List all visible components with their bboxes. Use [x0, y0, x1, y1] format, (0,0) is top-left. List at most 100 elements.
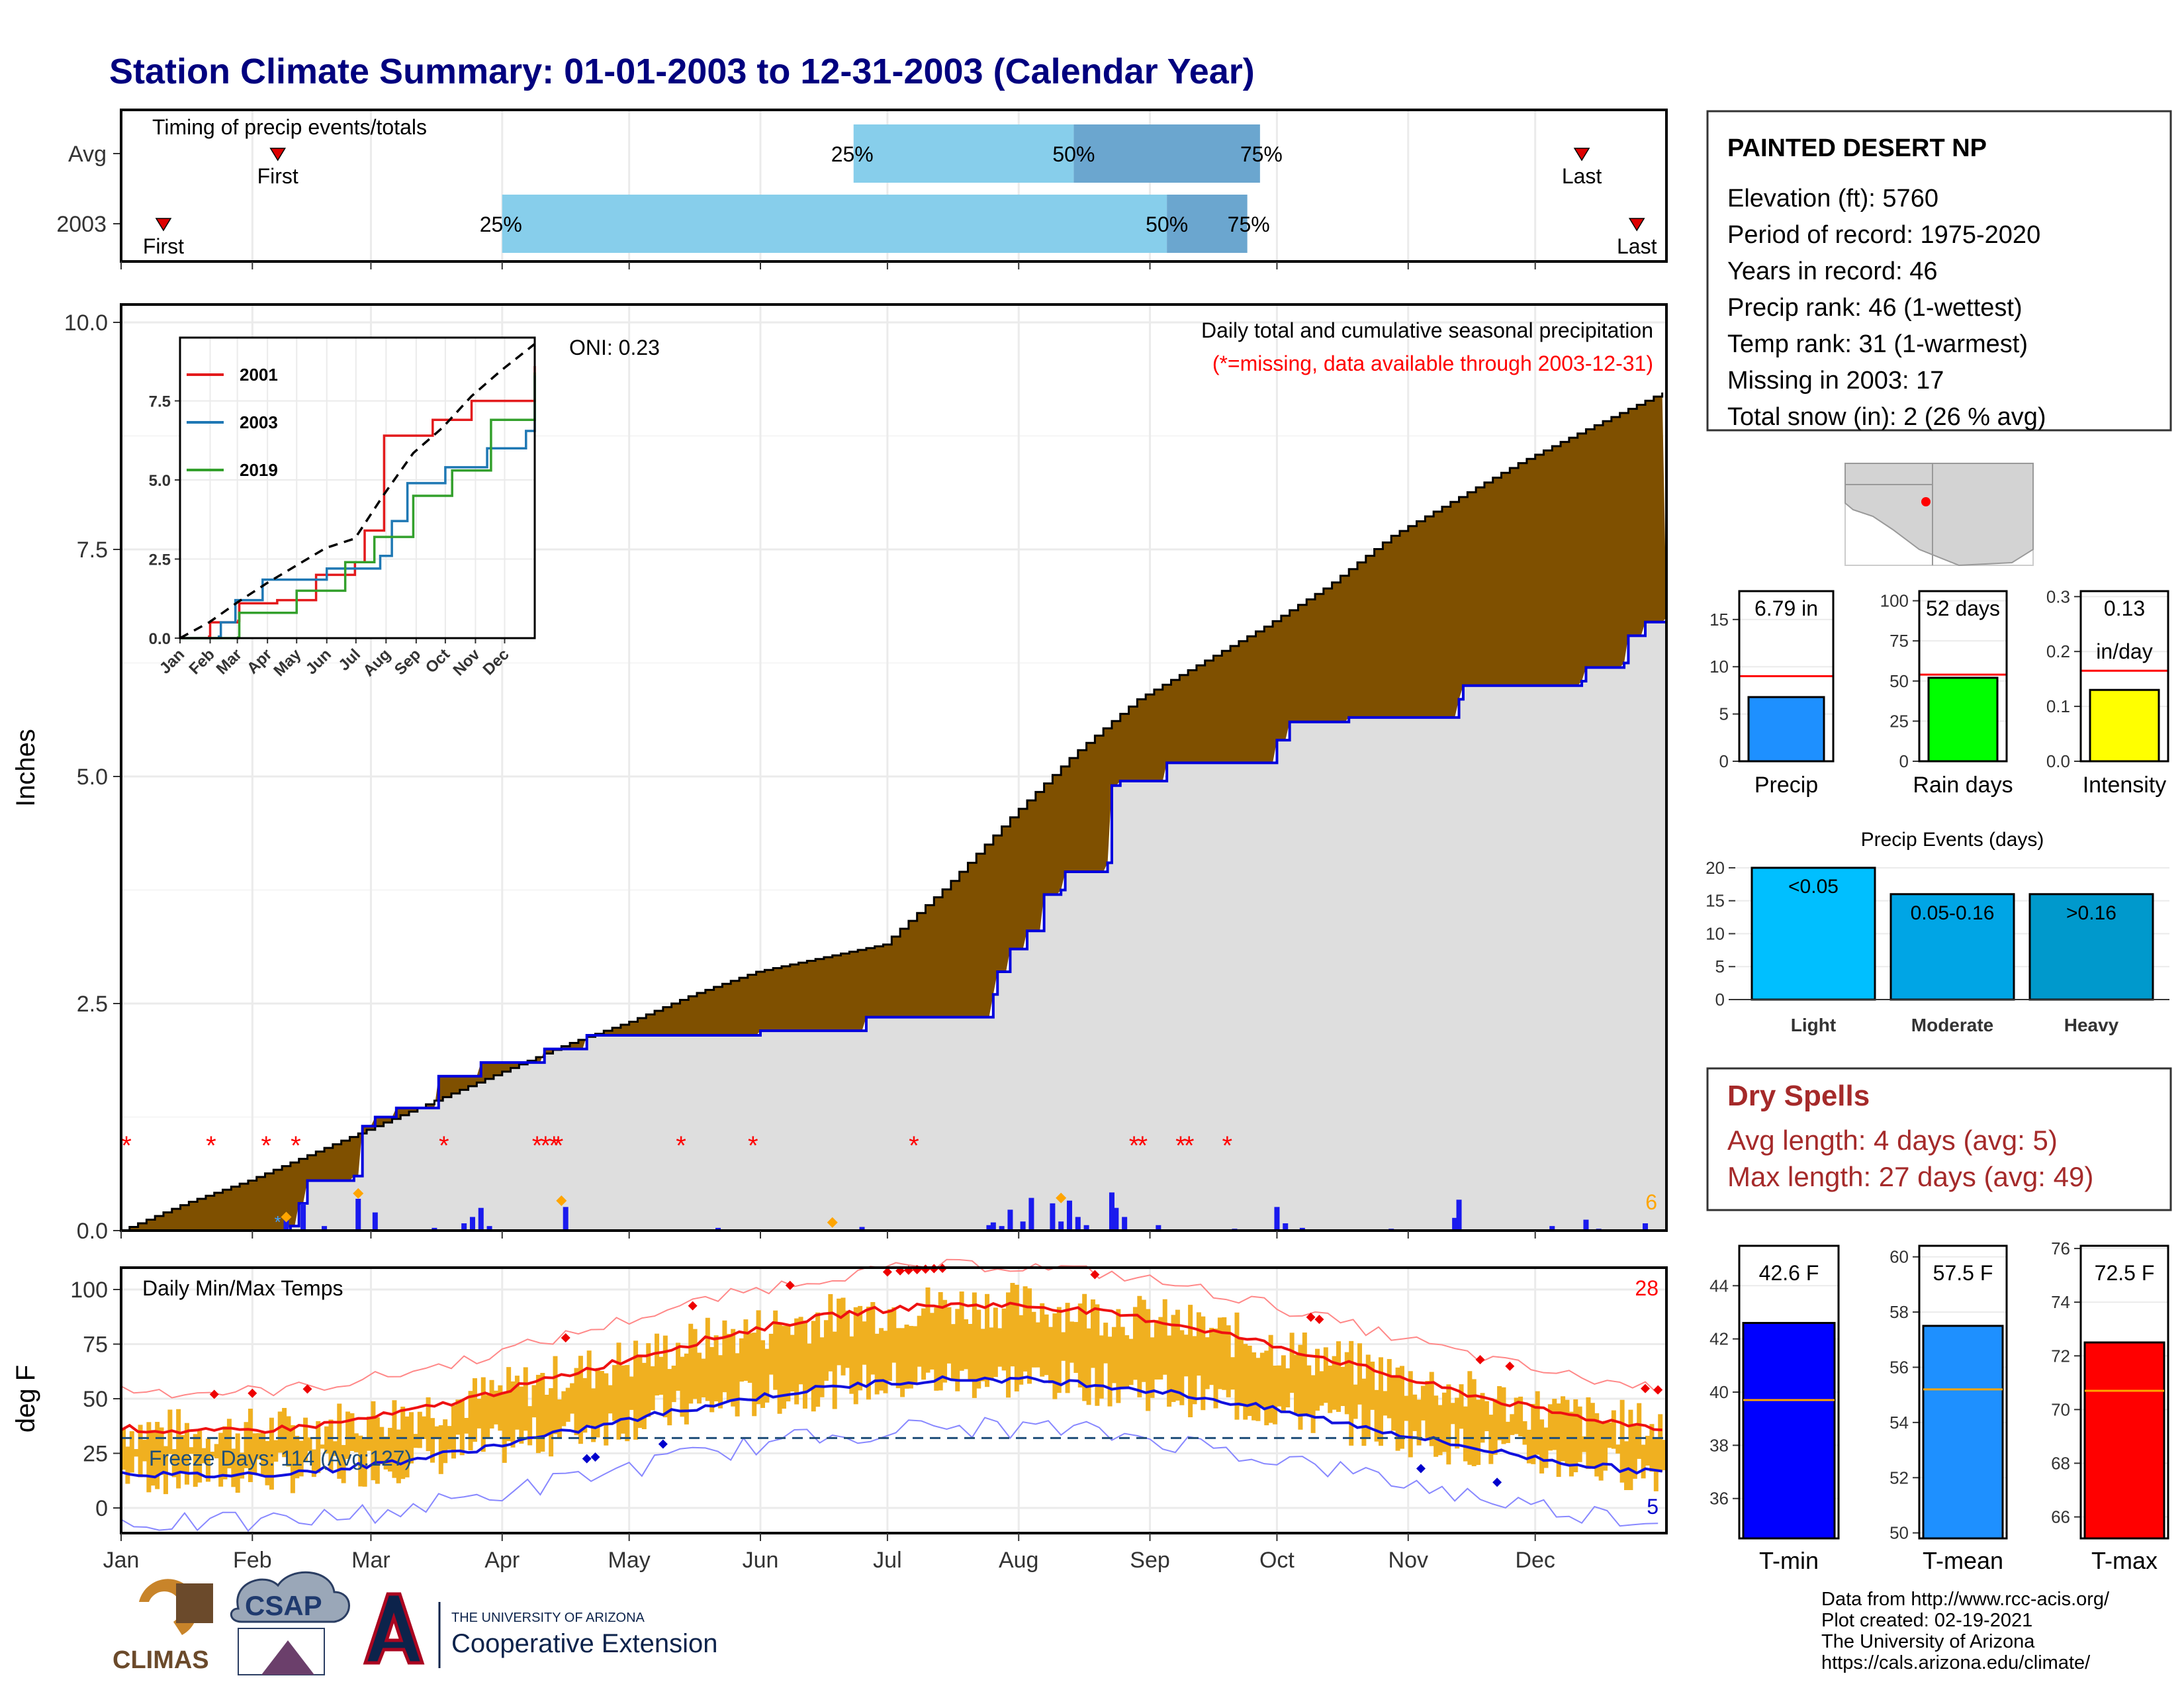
daily-temp-bar [540, 1372, 545, 1452]
daily-temp-bar [146, 1422, 152, 1493]
oni-label: ONI: 0.23 [569, 336, 660, 359]
credit-line: The University of Arizona [1821, 1631, 2035, 1652]
month-label: Apr [484, 1548, 520, 1573]
dry-spells-title: Dry Spells [1727, 1080, 1870, 1112]
daily-temp-bar [1259, 1352, 1265, 1408]
daily-temp-bar [1378, 1357, 1383, 1446]
daily-temp-bar [282, 1407, 287, 1458]
daily-temp-bar [1201, 1316, 1206, 1411]
observed-cumulative-area [121, 617, 1666, 1231]
mini-bar-tick-label: 0.0 [2046, 751, 2070, 771]
credit-line: Data from http://www.rcc-acis.org/ [1821, 1589, 2110, 1610]
daily-temp-bar [1001, 1308, 1007, 1371]
temp-bar-tick-label: 36 [1709, 1489, 1729, 1509]
station-name: PAINTED DESERT NP [1727, 134, 1987, 162]
inset-legend-label: 2003 [240, 412, 278, 432]
arizona-a-logo [363, 1592, 425, 1665]
temp-bar-tick-label: 38 [1709, 1435, 1729, 1455]
mini-bar-tick-label: 25 [1889, 711, 1909, 731]
daily-temp-bar [705, 1317, 710, 1401]
daily-temp-bar [430, 1418, 435, 1463]
daily-temp-bar [849, 1336, 854, 1394]
average-max-temp-line [120, 1301, 1662, 1435]
temp-bar-tick-label: 70 [2051, 1399, 2070, 1419]
daily-temp-bar [1370, 1361, 1375, 1410]
daily-temp-bar [464, 1417, 469, 1434]
daily-temp-bar [684, 1353, 689, 1425]
missing-day-marker: * [1138, 1131, 1148, 1160]
max-event-label: 6 [1645, 1190, 1657, 1214]
daily-temp-bar [1027, 1288, 1032, 1384]
csap-logo-mountain [261, 1640, 314, 1675]
daily-temp-bar [1217, 1317, 1222, 1389]
temp-y-tick-label: 0 [95, 1496, 108, 1521]
daily-temp-bar [862, 1321, 867, 1365]
record-high-count: 28 [1635, 1276, 1659, 1300]
snow-event-marker [827, 1217, 838, 1228]
daily-temp-bar [311, 1449, 316, 1477]
daily-precip-bar [1075, 1217, 1081, 1231]
daily-temp-bar [328, 1419, 334, 1471]
daily-temp-bar [1065, 1303, 1070, 1393]
daily-temp-bar [1328, 1365, 1333, 1413]
ua-cooperative-extension-text: Cooperative Extension [451, 1629, 717, 1658]
daily-temp-bar [235, 1433, 240, 1493]
daily-temp-bar [1522, 1421, 1527, 1445]
daily-temp-bar [256, 1432, 261, 1460]
daily-temp-bar [709, 1346, 715, 1413]
daily-temp-bar [938, 1291, 943, 1391]
daily-temp-bar [688, 1323, 694, 1404]
daily-temp-bar [722, 1320, 727, 1393]
missing-day-marker: * [1129, 1131, 1140, 1160]
daily-precip-bar [1156, 1225, 1161, 1231]
mini-bar-frame [1918, 590, 2008, 763]
inset-frame [179, 336, 536, 639]
daily-temp-bar [307, 1437, 312, 1452]
daily-temp-bar [713, 1335, 719, 1401]
daily-temp-bar [1031, 1311, 1036, 1368]
daily-temp-bar [819, 1337, 825, 1397]
mini-bar-tick-label: 75 [1889, 631, 1909, 651]
daily-temp-bar [261, 1432, 266, 1477]
daily-temp-bar [422, 1416, 427, 1439]
daily-temp-bar [1467, 1371, 1473, 1465]
daily-temp-bar [426, 1397, 431, 1452]
daily-precip-bar [432, 1227, 437, 1231]
mini-bar-tick-label: 0 [1719, 751, 1729, 771]
last-label: Last [1617, 234, 1657, 258]
daily-temp-bar [1619, 1399, 1625, 1483]
daily-temp-bar [214, 1444, 219, 1459]
daily-temp-bar [811, 1321, 816, 1412]
daily-temp-bar [1230, 1357, 1236, 1390]
daily-precip-bar [461, 1223, 467, 1231]
daily-temp-bar [201, 1448, 206, 1464]
daily-precip-bar [1020, 1221, 1026, 1231]
daily-temp-bar [180, 1434, 185, 1473]
daily-precip-bar [1299, 1227, 1305, 1231]
daily-temp-bar [1526, 1429, 1531, 1464]
daily-temp-bar [400, 1407, 406, 1479]
daily-precip-bar [1066, 1200, 1072, 1231]
first-label: First [143, 234, 184, 258]
daily-temp-bar [1450, 1403, 1455, 1425]
daily-temp-bar [837, 1298, 842, 1366]
daily-temp-bar [1637, 1403, 1642, 1459]
daily-temp-bar [599, 1371, 604, 1426]
record-high-marker [1475, 1354, 1485, 1364]
daily-temp-bar [345, 1411, 351, 1460]
daily-temp-bar [1395, 1367, 1400, 1451]
daily-temp-bar [1387, 1359, 1392, 1419]
daily-precip-bar [486, 1226, 492, 1231]
daily-temp-bar [866, 1306, 871, 1400]
daily-temp-bar [1577, 1406, 1582, 1462]
daily-temp-bar [1488, 1415, 1494, 1464]
daily-temp-bar [1510, 1414, 1515, 1435]
figure-title: Station Climate Summary: 01-01-2003 to 1… [109, 52, 1255, 91]
daily-temp-bar [1251, 1352, 1257, 1421]
daily-temp-bar [985, 1293, 990, 1387]
daily-temp-bar [844, 1310, 850, 1368]
daily-temp-bar [1535, 1391, 1540, 1455]
daily-temp-bar [443, 1419, 448, 1464]
daily-precip-bar [478, 1207, 484, 1231]
daily-temp-bar [802, 1321, 807, 1409]
